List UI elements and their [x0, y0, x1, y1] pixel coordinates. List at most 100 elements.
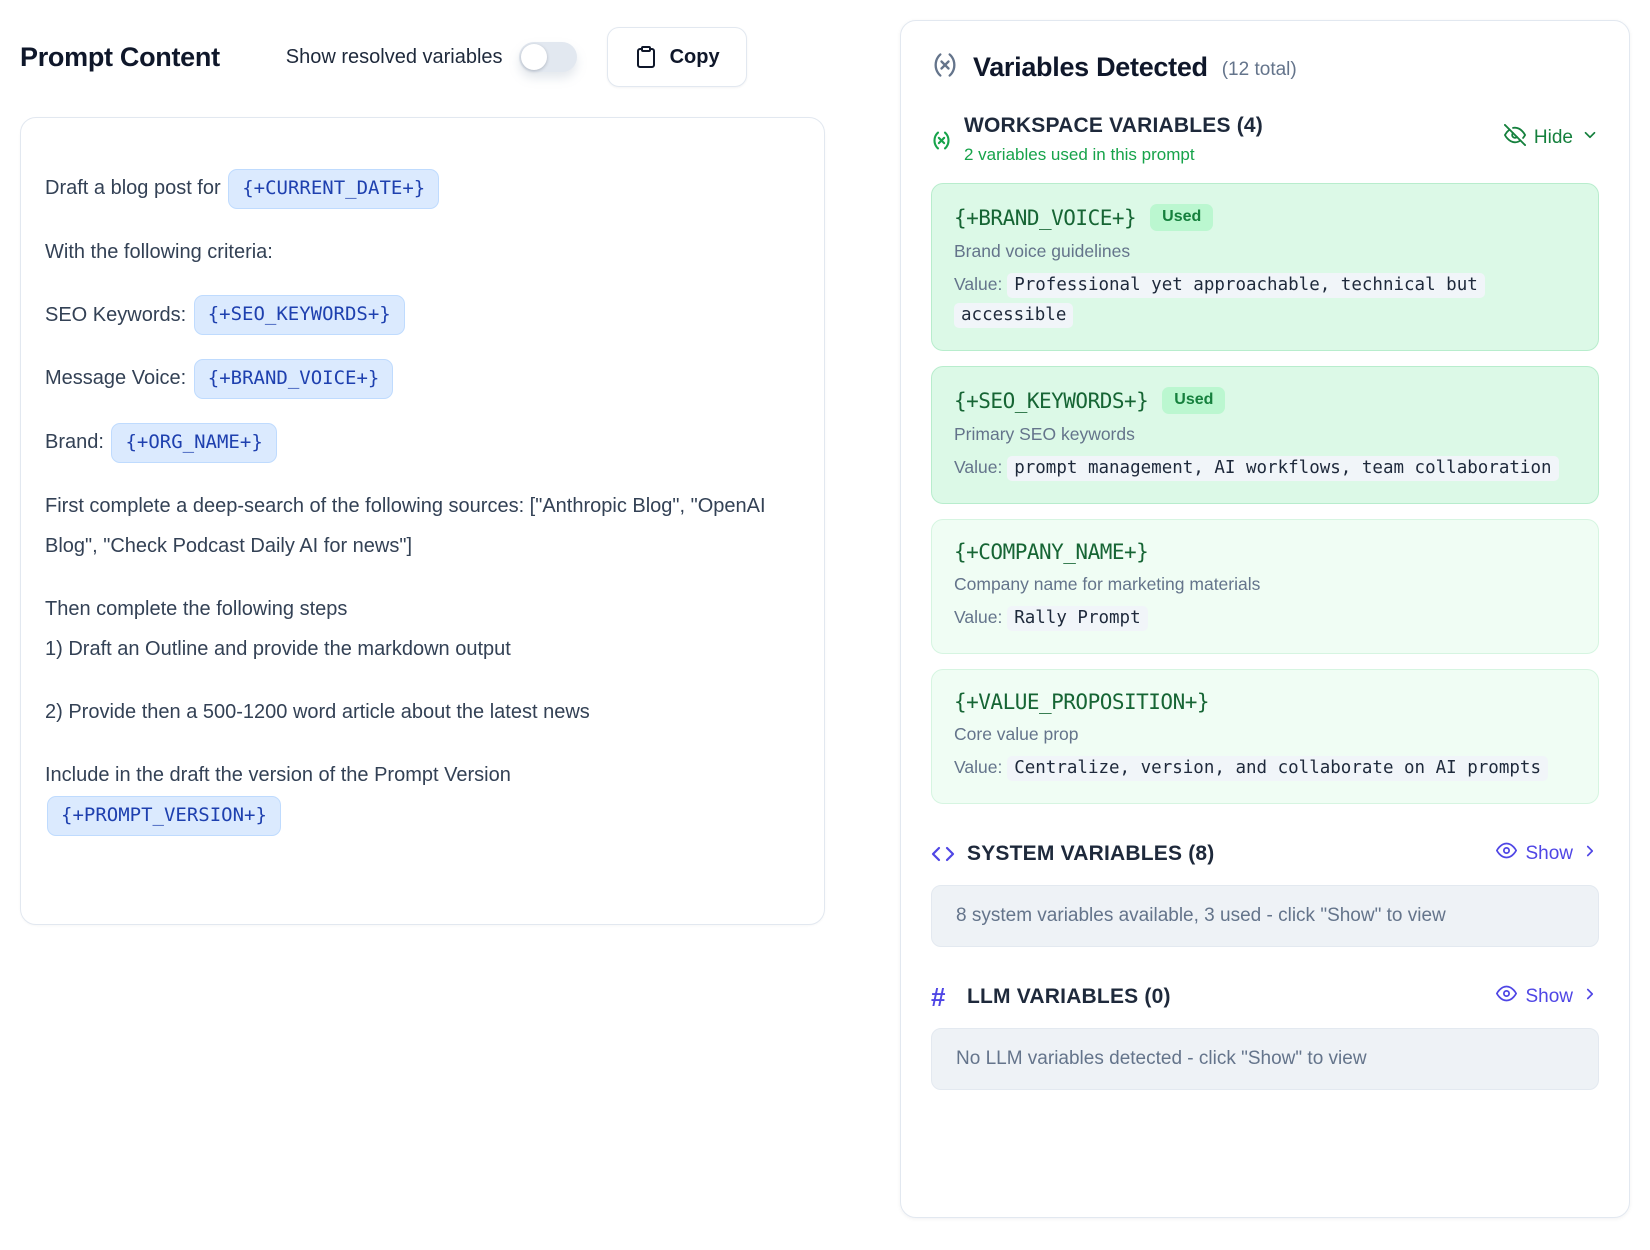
show-resolved-variables-control: Show resolved variables — [286, 42, 577, 72]
workspace-variables-used-count: 2 variables used in this prompt — [964, 145, 1195, 164]
show-system-variables-link[interactable]: Show — [1496, 840, 1599, 867]
variable-card[interactable]: {+VALUE_PROPOSITION+} Core value prop Valu… — [931, 669, 1599, 804]
variable-value-row: Value: Rally Prompt — [954, 603, 1576, 633]
hide-workspace-variables-link[interactable]: Hide — [1503, 124, 1599, 152]
variable-name-row: {+SEO_KEYWORDS+} Used — [954, 387, 1576, 414]
variable-name-row: {+COMPANY_NAME+} — [954, 540, 1576, 564]
toggle-knob — [520, 44, 547, 70]
show-resolved-variables-toggle[interactable] — [518, 42, 577, 72]
prompt-line: Brand: {+ORG_NAME+} — [45, 422, 796, 463]
prompt-line: With the following criteria: — [45, 232, 796, 272]
variable-description: Company name for marketing materials — [954, 574, 1261, 594]
prompt-paragraph: With the following criteria: — [45, 232, 796, 272]
variable-name: {+VALUE_PROPOSITION+} — [954, 690, 1210, 714]
variable-icon — [931, 51, 959, 84]
prompt-line: 2) Provide then a 500-1200 word article … — [45, 692, 796, 732]
prompt-line: {+PROMPT_VERSION+} — [45, 795, 796, 836]
prompt-line: 1) Draft an Outline and provide the mark… — [45, 629, 796, 669]
variables-detected-header: Variables Detected (12 total) — [931, 51, 1599, 84]
variable-name-row: {+VALUE_PROPOSITION+} — [954, 690, 1576, 714]
prompt-paragraph: SEO Keywords: {+SEO_KEYWORDS+} — [45, 295, 796, 336]
panel-title: Variables Detected — [973, 52, 1208, 82]
show-link-label: Show — [1525, 842, 1573, 864]
llm-variables-header: # LLM VARIABLES (0) Show — [931, 983, 1599, 1010]
chevron-right-icon — [1581, 985, 1599, 1009]
used-badge: Used — [1150, 204, 1214, 231]
chevron-right-icon — [1581, 842, 1599, 866]
variable-card[interactable]: {+SEO_KEYWORDS+} Used Primary SEO keywords… — [931, 366, 1599, 504]
prompt-text: Include in the draft the version of the … — [45, 763, 511, 786]
page-title: Prompt Content — [20, 41, 220, 72]
llm-variables-info: No LLM variables detected - click "Show"… — [931, 1028, 1599, 1090]
workspace-variables-header: WORKSPACE VARIABLES (4) 2 variables used… — [931, 114, 1599, 165]
prompt-text: SEO Keywords: — [45, 303, 192, 326]
variable-chip: {+PROMPT_VERSION+} — [47, 795, 281, 836]
prompt-paragraph: Then complete the following steps 1) Draf… — [45, 589, 796, 669]
prompt-paragraph: Include in the draft the version of the … — [45, 755, 796, 836]
prompt-content-header: Prompt Content Show resolved variables C… — [20, 26, 825, 88]
variable-card[interactable]: {+BRAND_VOICE+} Used Brand voice guideline… — [931, 183, 1599, 351]
value-label: Value: — [954, 607, 1008, 627]
variable-name: {+BRAND_VOICE+} — [954, 205, 1137, 230]
prompt-text: Then complete the following steps — [45, 597, 348, 620]
system-variables-header: SYSTEM VARIABLES (8) Show — [931, 840, 1599, 867]
code-icon — [931, 842, 961, 866]
variable-description: Core value prop — [954, 724, 1079, 744]
variable-chip: {+CURRENT_DATE+} — [228, 168, 440, 209]
copy-button-label: Copy — [669, 45, 720, 68]
prompt-content-column: Prompt Content Show resolved variables C… — [20, 20, 825, 925]
eye-off-icon — [1503, 124, 1526, 152]
variable-description: Brand voice guidelines — [954, 241, 1131, 261]
variable-value: Rally Prompt — [1007, 606, 1148, 631]
prompt-paragraph: 2) Provide then a 500-1200 word article … — [45, 692, 796, 732]
variable-chip: {+ORG_NAME+} — [111, 422, 277, 463]
workspace-variables-titles: WORKSPACE VARIABLES (4) 2 variables used… — [964, 114, 1263, 165]
workspace-variable-cards: {+BRAND_VOICE+} Used Brand voice guideline… — [931, 183, 1599, 804]
prompt-text: 2) Provide then a 500-1200 word article … — [45, 700, 590, 723]
value-label: Value: — [954, 274, 1008, 294]
prompt-paragraph: First complete a deep-search of the foll… — [45, 486, 796, 566]
value-label: Value: — [954, 457, 1008, 477]
prompt-text: Message Voice: — [45, 367, 192, 390]
prompt-line: Include in the draft the version of the … — [45, 755, 796, 795]
variable-value-row: Value: prompt management, AI workflows, … — [954, 453, 1576, 483]
prompt-line: First complete a deep-search of the foll… — [45, 486, 796, 566]
variable-chip: {+SEO_KEYWORDS+} — [193, 295, 405, 336]
page: Prompt Content Show resolved variables C… — [20, 20, 1630, 1218]
prompt-paragraph: Draft a blog post for {+CURRENT_DATE+} — [45, 168, 796, 209]
value-label: Value: — [954, 757, 1008, 777]
eye-icon — [1496, 840, 1518, 867]
show-llm-variables-link[interactable]: Show — [1496, 983, 1599, 1010]
prompt-content-box: Draft a blog post for {+CURRENT_DATE+} Wi… — [20, 117, 825, 925]
chevron-down-icon — [1581, 126, 1599, 150]
prompt-line: Message Voice: {+BRAND_VOICE+} — [45, 358, 796, 400]
variables-detected-panel: Variables Detected (12 total) WORKSPACE … — [900, 20, 1630, 1218]
clipboard-icon — [634, 45, 658, 69]
variable-name-row: {+BRAND_VOICE+} Used — [954, 204, 1576, 231]
total-count: (12 total) — [1221, 58, 1297, 80]
variable-name: {+SEO_KEYWORDS+} — [954, 388, 1149, 413]
hide-link-label: Hide — [1533, 127, 1573, 148]
prompt-text: Draft a blog post for — [45, 177, 227, 199]
copy-button[interactable]: Copy — [606, 27, 747, 87]
prompt-line: Draft a blog post for {+CURRENT_DATE+} — [45, 168, 796, 209]
used-badge: Used — [1162, 387, 1226, 414]
workspace-variable-icon — [931, 130, 952, 156]
prompt-line: SEO Keywords: {+SEO_KEYWORDS+} — [45, 295, 796, 336]
workspace-variables-title: WORKSPACE VARIABLES (4) — [964, 114, 1263, 137]
show-link-label: Show — [1525, 985, 1573, 1007]
variable-value: prompt management, AI workflows, team co… — [1007, 456, 1559, 481]
prompt-text: With the following criteria: — [45, 240, 273, 263]
hash-icon: # — [931, 981, 946, 1012]
variable-card[interactable]: {+COMPANY_NAME+} Company name for marketi… — [931, 519, 1599, 654]
variable-description: Primary SEO keywords — [954, 424, 1135, 444]
prompt-text: Brand: — [45, 431, 110, 454]
prompt-text: 1) Draft an Outline and provide the mark… — [45, 637, 511, 660]
eye-icon — [1496, 983, 1518, 1010]
llm-variables-title: LLM VARIABLES (0) — [967, 984, 1171, 1008]
variable-value: Professional yet approachable, technical… — [954, 273, 1485, 328]
prompt-text: First complete a deep-search of the foll… — [45, 494, 766, 557]
prompt-paragraph: Brand: {+ORG_NAME+} — [45, 422, 796, 463]
show-resolved-variables-label: Show resolved variables — [285, 45, 503, 68]
variable-value: Centralize, version, and collaborate on … — [1007, 756, 1548, 781]
